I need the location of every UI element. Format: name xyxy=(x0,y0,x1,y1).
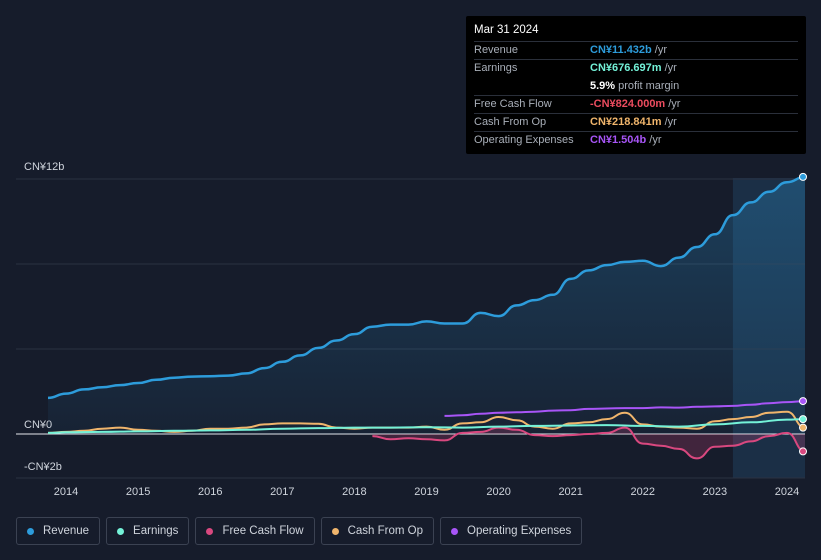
revenue-area xyxy=(48,176,805,434)
chart: CN¥12b CN¥0 -CN¥2b 2014 2015 2016 2017 2018 2… xyxy=(16,161,807,498)
series-line-revenue xyxy=(47,175,806,400)
tooltip-unit: /yr xyxy=(664,62,677,75)
y-label-bottom: -CN¥2b xyxy=(24,461,62,473)
tooltip-value: 5.9% xyxy=(590,79,616,92)
tooltip-label: Earnings xyxy=(474,62,518,75)
tooltip-row-revenue: Revenue CN¥11.432b /yr xyxy=(474,41,798,59)
tooltip-unit: profit margin xyxy=(618,79,680,92)
series-lines xyxy=(47,175,806,460)
legend-item-revenue[interactable]: Revenue xyxy=(16,517,101,545)
tooltip-value: CN¥218.841m xyxy=(590,116,662,129)
series-line-operating-expenses xyxy=(444,400,806,417)
tooltip-value: -CN¥824.000m xyxy=(590,97,666,110)
tooltip: Mar 31 2024 Revenue CN¥11.432b /yr Earni… xyxy=(466,16,806,154)
x-tick-label: 2022 xyxy=(631,486,655,498)
x-tick-label: 2014 xyxy=(54,486,78,498)
series-line-free-cash-flow xyxy=(372,426,806,460)
x-tick-label: 2020 xyxy=(486,486,510,498)
x-tick-label: 2016 xyxy=(198,486,222,498)
legend-label: Earnings xyxy=(133,525,179,537)
tooltip-unit: /yr xyxy=(654,44,667,56)
end-point-free-cash-flow xyxy=(799,447,807,456)
legend-item-cash-from-op[interactable]: Cash From Op xyxy=(320,517,435,545)
tooltip-unit: /yr xyxy=(664,116,677,129)
x-tick-label: 2023 xyxy=(703,486,727,498)
legend-label: Revenue xyxy=(43,525,90,537)
legend-dot-icon xyxy=(206,527,214,535)
tooltip-row-cash-from-op: Cash From Op CN¥218.841m /yr xyxy=(474,113,798,131)
legend-dot-icon xyxy=(117,527,125,535)
tooltip-value: CN¥11.432b xyxy=(590,44,652,56)
end-point-cash-from-op xyxy=(799,423,807,432)
legend-label: Cash From Op xyxy=(347,525,424,537)
end-dots xyxy=(799,172,807,456)
x-tick-label: 2015 xyxy=(126,486,150,498)
legend-label: Free Cash Flow xyxy=(222,525,304,537)
y-label-zero: CN¥0 xyxy=(24,419,52,431)
legend-item-earnings[interactable]: Earnings xyxy=(106,517,190,545)
end-point-earnings xyxy=(799,415,807,424)
legend: Revenue Earnings Free Cash Flow Cash Fro… xyxy=(16,517,583,545)
legend-item-operating-expenses[interactable]: Operating Expenses xyxy=(440,517,583,545)
y-label-top: CN¥12b xyxy=(24,161,64,173)
x-tick-label: 2019 xyxy=(414,486,438,498)
series-line-earnings xyxy=(47,418,806,434)
tooltip-value: CN¥1.504b xyxy=(590,134,647,147)
end-point-operating-expenses xyxy=(799,397,807,406)
tooltip-row-profit-margin: 5.9% profit margin xyxy=(474,78,798,95)
tooltip-date: Mar 31 2024 xyxy=(474,24,539,36)
legend-dot-icon xyxy=(27,527,34,535)
tooltip-label: Cash From Op xyxy=(474,116,547,129)
tooltip-row-free-cash-flow: Free Cash Flow -CN¥824.000m /yr xyxy=(474,94,798,113)
tooltip-value: CN¥676.697m xyxy=(590,62,662,75)
tooltip-label: Operating Expenses xyxy=(474,134,574,147)
tooltip-row-earnings: Earnings CN¥676.697m /yr xyxy=(474,59,798,77)
legend-dot-icon xyxy=(331,527,339,535)
fcf-area xyxy=(372,427,805,459)
tooltip-unit: /yr xyxy=(649,134,662,147)
tooltip-label xyxy=(474,78,590,95)
tooltip-label: Free Cash Flow xyxy=(474,97,552,110)
x-tick-label: 2021 xyxy=(558,486,582,498)
x-axis-ticks: 2014 2015 2016 2017 2018 2019 2020 2021 2022 2023… xyxy=(54,486,799,498)
end-point-revenue xyxy=(799,172,807,181)
tooltip-row-operating-expenses: Operating Expenses CN¥1.504b /yr xyxy=(474,131,798,149)
legend-dot-icon xyxy=(451,527,459,535)
x-tick-label: 2017 xyxy=(270,486,294,498)
x-tick-label: 2018 xyxy=(342,486,366,498)
tooltip-unit: /yr xyxy=(668,97,681,110)
legend-item-free-cash-flow[interactable]: Free Cash Flow xyxy=(195,517,315,545)
x-tick-label: 2024 xyxy=(775,486,799,498)
tooltip-label: Revenue xyxy=(474,44,519,56)
legend-label: Operating Expenses xyxy=(467,525,572,537)
